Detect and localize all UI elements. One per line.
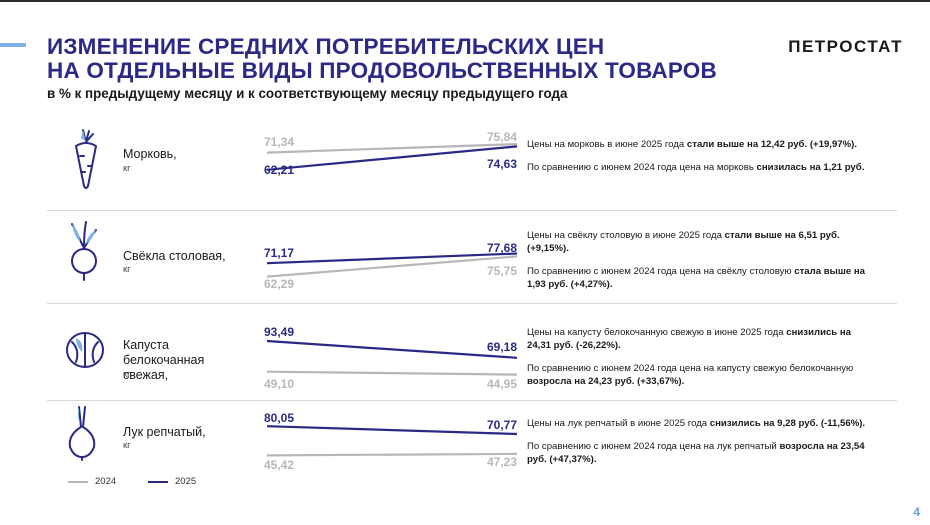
value-label: 75,75 [487, 264, 518, 278]
desc-text: По сравнению с июнем 2024 года цена на к… [527, 363, 854, 374]
page-number: 4 [913, 505, 920, 519]
product-unit-onion: кг [123, 440, 131, 451]
product-unit-beet: кг [123, 264, 131, 275]
value-label: 74,63 [487, 157, 518, 171]
page-title: ИЗМЕНЕНИЕ СРЕДНИХ ПОТРЕБИТЕЛЬСКИХ ЦЕН НА… [47, 35, 717, 83]
series-line-2024 [266, 255, 518, 278]
series-line-2025 [266, 425, 518, 436]
value-label: 71,17 [264, 246, 295, 260]
series-line-2025 [266, 145, 518, 171]
carrot-icon [75, 129, 97, 189]
desc-text: Цены на лук репчатый в июне 2025 года [527, 418, 710, 429]
desc-line-1: Цены на лук репчатый в июне 2025 года сн… [527, 417, 872, 430]
desc-line-1: Цены на морковь в июне 2025 года стали в… [527, 138, 872, 151]
legend-swatch-2025 [148, 481, 168, 483]
desc-text: По сравнению с июнем 2024 года цена на с… [527, 266, 795, 277]
value-label: 75,84 [487, 130, 518, 144]
value-label: 77,68 [487, 241, 518, 255]
onion-icon [68, 406, 96, 461]
product-unit-cabbage: кг [123, 369, 131, 380]
desc-text: По сравнению с июнем 2024 года цена на м… [527, 162, 757, 173]
title-line-2: НА ОТДЕЛЬНЫЕ ВИДЫ ПРОДОВОЛЬСТВЕННЫХ ТОВА… [47, 58, 717, 83]
description-cabbage: Цены на капусту белокочанную свежую в ию… [527, 326, 872, 388]
value-label: 45,42 [264, 458, 295, 472]
top-rule [0, 0, 930, 2]
value-label: 93,49 [264, 325, 295, 339]
desc-line-2: По сравнению с июнем 2024 года цена на л… [527, 440, 872, 466]
desc-highlight: стала выше на 1,93 руб. (+4,27%). [527, 266, 865, 290]
desc-text: Цены на капусту белокочанную свежую в ию… [527, 327, 787, 338]
desc-highlight: возросла на 24,23 руб. (+33,67%). [527, 376, 685, 387]
desc-highlight: стали выше на 6,51 руб. (+9,15%). [527, 230, 840, 254]
series-line-2024 [266, 143, 518, 154]
series-line-2025 [266, 339, 518, 359]
row-separator [47, 210, 897, 211]
desc-line-2: По сравнению с июнем 2024 года цена на с… [527, 265, 872, 291]
brand-logo: ПЕТРОСТАТ [788, 37, 903, 56]
title-line-1: ИЗМЕНЕНИЕ СРЕДНИХ ПОТРЕБИТЕЛЬСКИХ ЦЕН [47, 34, 605, 59]
description-carrot: Цены на морковь в июне 2025 года стали в… [527, 138, 872, 174]
row-separator [47, 400, 897, 401]
desc-line-1: Цены на свёклу столовую в июне 2025 года… [527, 229, 872, 255]
product-name-onion: Лук репчатый, [123, 425, 206, 439]
desc-highlight: снизилась на 1,21 руб. [756, 162, 865, 173]
legend-label-2024: 2024 [95, 476, 117, 487]
description-onion: Цены на лук репчатый в июне 2025 года сн… [527, 417, 872, 466]
value-label: 47,23 [487, 455, 518, 469]
value-label: 70,77 [487, 418, 518, 432]
value-label: 49,10 [264, 377, 295, 391]
desc-line-2: По сравнению с июнем 2024 года цена на м… [527, 161, 872, 174]
value-label: 69,18 [487, 340, 518, 354]
value-label: 62,21 [264, 163, 295, 177]
desc-line-1: Цены на капусту белокочанную свежую в ию… [527, 326, 872, 352]
value-label: 62,29 [264, 277, 295, 291]
value-label: 80,05 [264, 411, 295, 425]
product-name-carrot: Морковь, [123, 147, 177, 161]
desc-highlight: снизились на 9,28 руб. (-11,56%). [709, 418, 866, 429]
page-subtitle: в % к предыдущему месяцу и к соответству… [47, 86, 568, 101]
desc-highlight: возросла на 23,54 руб. (+47,37%). [527, 441, 865, 465]
desc-text: По сравнению с июнем 2024 года цена на л… [527, 441, 780, 452]
product-name-cabbage: Капуста белокочанная свежая, [123, 338, 205, 382]
row-separator [47, 303, 897, 304]
accent-dash [0, 43, 26, 47]
product-name-beet: Свёкла столовая, [123, 249, 226, 263]
beet-icon [71, 221, 97, 281]
value-label: 71,34 [264, 135, 295, 149]
legend-label-2025: 2025 [175, 476, 197, 487]
value-label: 44,95 [487, 377, 518, 391]
desc-line-2: По сравнению с июнем 2024 года цена на к… [527, 362, 872, 388]
desc-text: Цены на свёклу столовую в июне 2025 года [527, 230, 725, 241]
desc-highlight: стали выше на 12,42 руб. (+19,97%). [686, 139, 858, 150]
desc-highlight: снизились на 24,31 руб. (-26,22%). [527, 327, 851, 351]
product-unit-carrot: кг [123, 163, 131, 174]
series-line-2024 [266, 452, 518, 457]
description-beet: Цены на свёклу столовую в июне 2025 года… [527, 229, 872, 291]
desc-text: Цены на морковь в июне 2025 года [527, 139, 687, 150]
series-line-2024 [266, 370, 518, 376]
legend-swatch-2024 [68, 481, 88, 483]
cabbage-icon [66, 332, 104, 368]
series-line-2025 [266, 252, 518, 265]
